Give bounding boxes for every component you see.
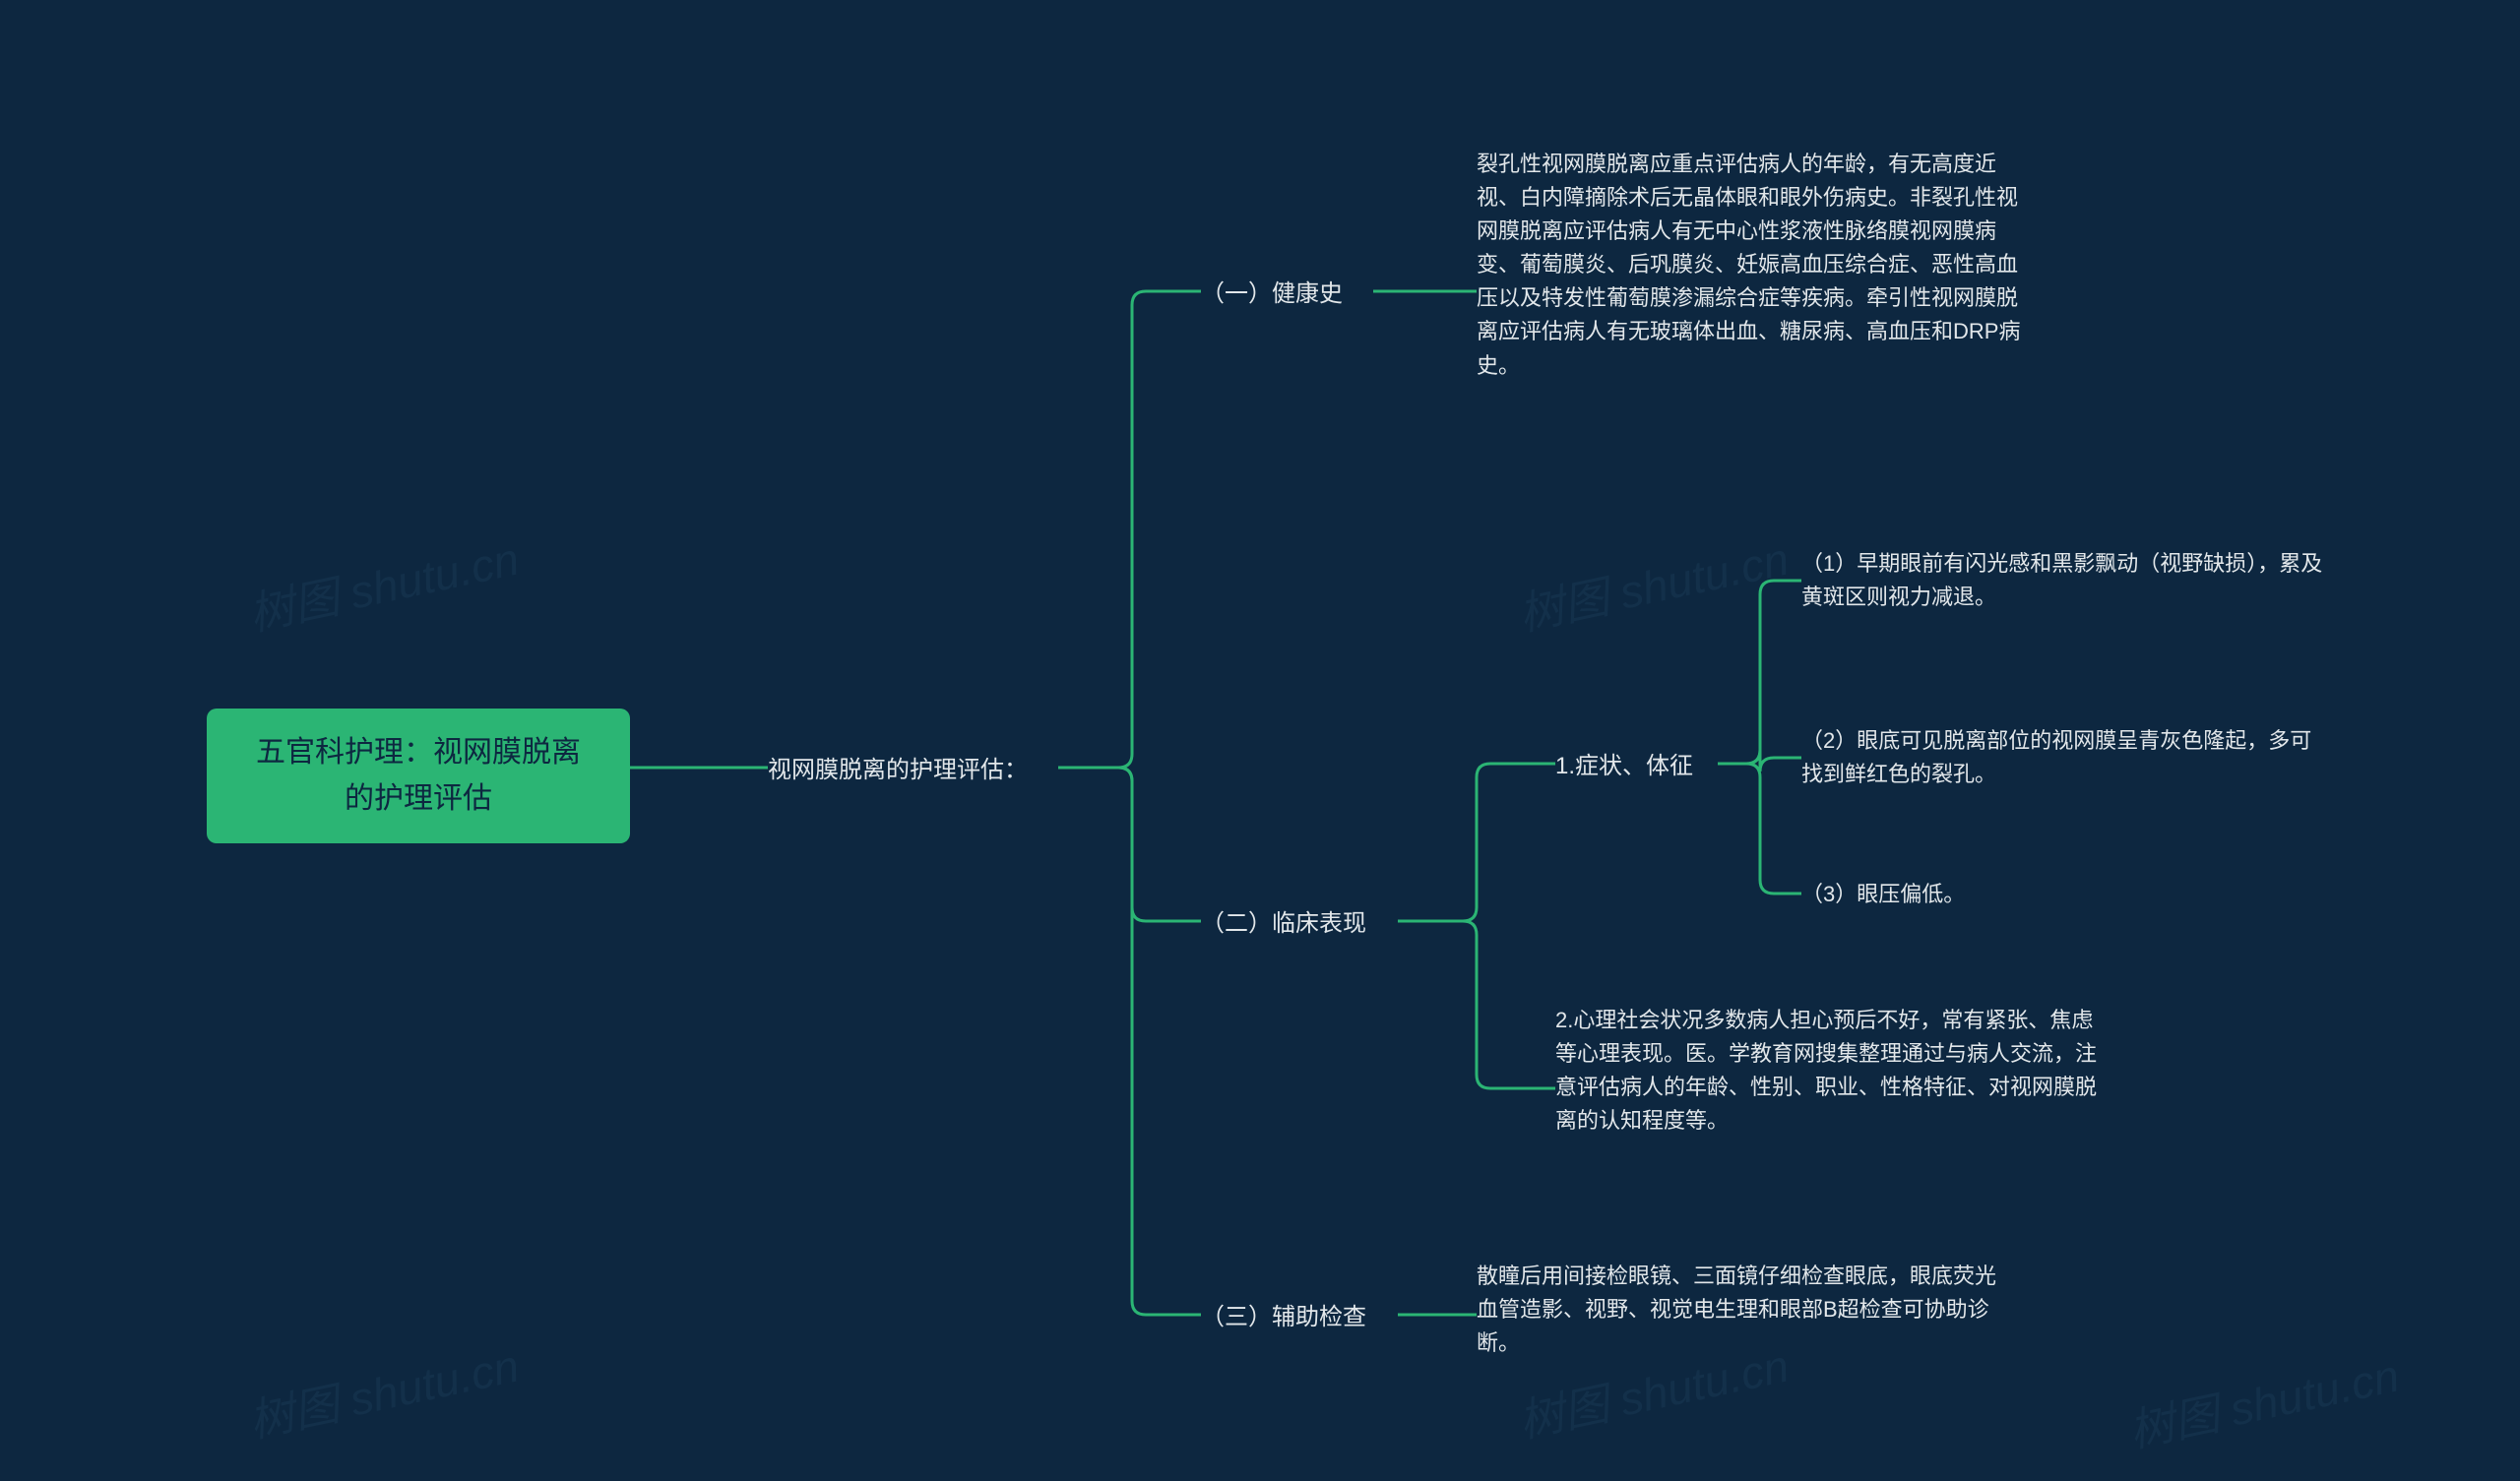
watermark: 树图 shutu.cn <box>242 1330 524 1451</box>
branch-health-leaf: 裂孔性视网膜脱离应重点评估病人的年龄，有无高度近视、白内障摘除术后无晶体眼和眼外… <box>1477 148 2028 383</box>
symptom-leaf-2: （2）眼底可见脱离部位的视网膜呈青灰色隆起，多可找到鲜红色的裂孔。 <box>1801 724 2323 791</box>
branch-health-label[interactable]: （一）健康史 <box>1201 276 1343 312</box>
mindmap-canvas: 树图 shutu.cn 树图 shutu.cn 树图 shutu.cn 树图 s… <box>0 0 2520 1481</box>
sub-symptom-label[interactable]: 1.症状、体征 <box>1555 748 1693 784</box>
symptom-leaf-3: （3）眼压偏低。 <box>1801 878 2323 911</box>
branch-aux-label[interactable]: （三）辅助检查 <box>1201 1299 1366 1335</box>
sub-psych-leaf: 2.心理社会状况多数病人担心预后不好，常有紧张、焦虑等心理表现。医。学教育网搜集… <box>1555 1004 2107 1138</box>
branch-clinical-label[interactable]: （二）临床表现 <box>1201 905 1366 942</box>
root-node[interactable]: 五官科护理：视网膜脱离 的护理评估 <box>207 709 630 843</box>
branch-aux-leaf: 散瞳后用间接检眼镜、三面镜仔细检查眼底，眼底荧光血管造影、视野、视觉电生理和眼部… <box>1477 1260 2008 1360</box>
symptom-leaf-1: （1）早期眼前有闪光感和黑影飘动（视野缺损），累及黄斑区则视力减退。 <box>1801 547 2323 614</box>
watermark: 树图 shutu.cn <box>242 524 524 645</box>
root-line1: 五官科护理：视网膜脱离 <box>234 730 602 776</box>
level1-node[interactable]: 视网膜脱离的护理评估： <box>768 752 1028 788</box>
watermark: 树图 shutu.cn <box>2122 1340 2404 1461</box>
watermark: 树图 shutu.cn <box>1512 524 1794 645</box>
root-line2: 的护理评估 <box>234 776 602 823</box>
